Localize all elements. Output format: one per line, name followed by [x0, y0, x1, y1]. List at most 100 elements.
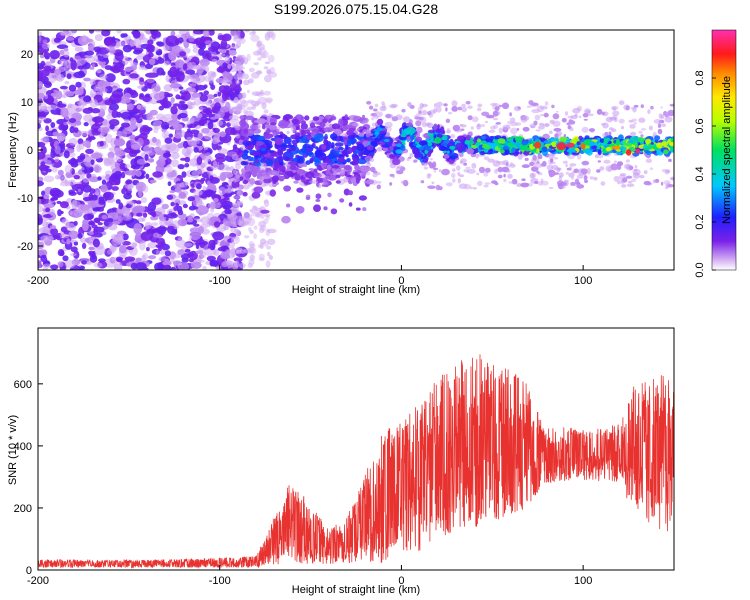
spectrogram-cell: [194, 138, 200, 145]
spectrogram-cell: [249, 125, 259, 130]
spectrogram-cell: [248, 78, 254, 84]
spectrogram-cell: [49, 225, 57, 230]
spectrogram-cell: [103, 53, 110, 58]
spectrogram-cell: [186, 100, 192, 109]
spectrogram-cell: [105, 73, 116, 83]
spectrogram-cell: [216, 164, 230, 171]
spectrogram-cell: [257, 57, 262, 61]
spectrogram-cell: [70, 59, 77, 71]
spectrogram-cell: [563, 134, 567, 138]
spectrogram-cell: [331, 165, 340, 169]
spectrogram-cell: [415, 113, 423, 116]
spectrogram-cell: [181, 147, 191, 157]
spectrogram-cell: [452, 168, 456, 172]
spectrogram-cell: [229, 82, 241, 91]
spectrogram-cell: [69, 126, 75, 134]
spectrogram-cell: [89, 66, 95, 70]
spectrogram-cell: [54, 145, 61, 155]
spectrogram-cell: [211, 58, 218, 63]
spectrogram-cell: [296, 168, 304, 175]
spectrogram-cell: [427, 151, 432, 158]
spectrogram-cell: [538, 122, 545, 127]
spectrogram-cell: [477, 180, 483, 186]
spectrogram-cell: [235, 35, 241, 39]
spectrogram-cell: [566, 142, 575, 148]
spectrogram-cell: [535, 129, 541, 132]
spectrogram-cell: [296, 126, 300, 130]
spectrogram-cell: [258, 176, 263, 184]
spectrogram-cell: [246, 89, 250, 94]
spectrogram-cell: [170, 105, 178, 115]
spectrogram-cell: [366, 179, 375, 185]
spectrogram-cell: [638, 144, 646, 149]
spectrogram-cell: [657, 123, 662, 129]
spectrogram-cell: [138, 53, 146, 57]
spectrogram-cell: [555, 137, 559, 143]
spectrogram-cell: [202, 108, 211, 114]
spectrogram-cell: [379, 130, 386, 134]
spectrogram-cell: [369, 137, 374, 141]
spectrogram-cell: [642, 145, 649, 149]
spectrogram-cell: [619, 173, 627, 177]
spectrogram-cell: [656, 142, 663, 149]
spectrogram-cell: [522, 126, 530, 132]
spectrogram-cell: [533, 120, 538, 126]
spectrogram-cell: [260, 145, 268, 150]
spectrogram-cell: [134, 31, 141, 38]
spectrogram-cell: [654, 139, 659, 144]
spectrogram-cell: [421, 109, 428, 116]
spectrogram-cell: [293, 180, 299, 184]
spectrogram-cell: [251, 191, 261, 199]
spectrogram-cell: [612, 106, 617, 111]
spectrogram-cell: [534, 141, 542, 149]
spectrogram-cell: [256, 70, 262, 75]
spectrogram-cell: [584, 135, 590, 140]
spectrogram-cell: [56, 44, 69, 49]
spectrogram-cell: [334, 168, 345, 174]
spectrogram-cell: [233, 73, 244, 80]
spectrogram-cell: [670, 177, 674, 180]
spectrogram-cell: [99, 74, 108, 80]
spectrogram-cell: [231, 180, 240, 189]
spectrogram-cell: [40, 137, 47, 142]
spectrogram-cell: [264, 134, 271, 140]
spectrogram-cell: [53, 234, 61, 239]
spectrogram-cell: [52, 131, 60, 137]
spectrogram-cell: [153, 232, 160, 238]
spectrogram-cell: [639, 174, 645, 179]
spectrogram-cell: [220, 251, 228, 259]
spectrogram-cell: [495, 161, 502, 164]
spectrogram-cell: [331, 142, 335, 149]
spectrogram-cell: [631, 178, 637, 183]
spectrogram-cell: [596, 169, 601, 173]
spectrogram-cell: [300, 147, 308, 154]
spectrogram-cell: [155, 237, 165, 245]
spectrogram-cell: [189, 158, 199, 167]
spectrogram-cell: [108, 147, 119, 152]
spectrogram-cell: [441, 168, 450, 176]
spectrogram-cell: [58, 124, 66, 131]
spectrogram-cell: [249, 209, 253, 213]
spectrogram-cell: [447, 112, 453, 115]
spectrogram-cell: [196, 156, 203, 166]
spectrogram-cell: [498, 127, 503, 134]
spectrogram-cell: [664, 116, 673, 123]
spectrogram-cell: [187, 215, 193, 220]
spectrogram-cell: [483, 184, 489, 188]
spectrogram-cell: [178, 96, 186, 100]
spectrogram-cell: [222, 33, 232, 42]
spectrogram-cell: [347, 139, 352, 147]
spectrogram-cell: [470, 126, 474, 130]
spectrogram-cell: [38, 35, 42, 43]
spectrogram-cell: [129, 134, 136, 140]
spectrogram-cell: [255, 141, 264, 146]
spectrogram-cell: [426, 122, 434, 129]
spectrogram-cell: [416, 145, 421, 148]
spectrogram-cell: [140, 231, 153, 242]
spectrogram-cell: [323, 136, 328, 140]
colorbar-label: Normalized spectral amplitude: [721, 76, 733, 224]
spectrogram-cell: [256, 118, 267, 125]
spectrogram-cell: [603, 159, 611, 164]
spectrogram-cell: [216, 120, 224, 126]
spectrogram-cell: [195, 84, 207, 91]
